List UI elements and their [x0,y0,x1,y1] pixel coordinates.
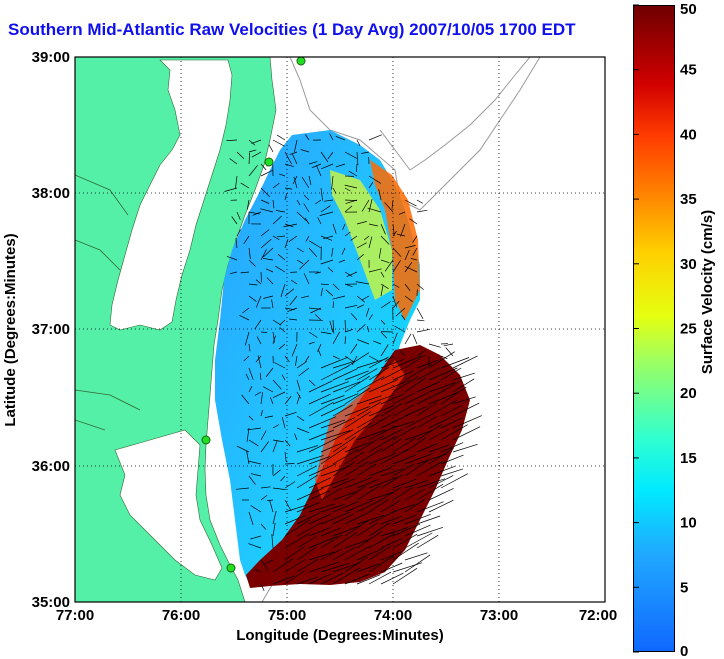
velocity-field-fast [246,345,470,588]
x-tick: 76:00 [162,607,200,624]
y-tick: 37:00 [32,321,70,338]
y-axis: 39:00 38:00 37:00 36:00 35:00 Latitude (… [2,49,70,611]
bathymetry-contour [289,57,541,211]
x-axis-label: Longitude (Degrees:Minutes) [236,627,444,644]
velocity-arrows [224,133,482,591]
station-marker [296,57,306,66]
y-tick: 35:00 [32,594,70,611]
y-tick: 38:00 [32,185,70,202]
colorbar [633,5,675,652]
y-axis-label: Latitude (Degrees:Minutes) [2,233,19,426]
chesapeake-bay [109,59,233,331]
map-title: Southern Mid-Atlantic Raw Velocities (1 … [8,20,576,39]
station-marker [201,435,211,445]
x-tick: 73:00 [480,607,518,624]
x-axis: 77:00 76:00 75:00 74:00 73:00 72:00 Long… [56,607,617,644]
x-tick: 77:00 [56,607,94,624]
x-tick: 74:00 [374,607,412,624]
pamlico-sound [114,429,223,581]
plot-frame [74,56,606,603]
y-tick: 39:00 [32,49,70,66]
x-tick: 72:00 [579,607,617,624]
x-tick: 75:00 [268,607,306,624]
station-marker [226,563,236,573]
y-tick: 36:00 [32,458,70,475]
station-marker [264,157,274,167]
